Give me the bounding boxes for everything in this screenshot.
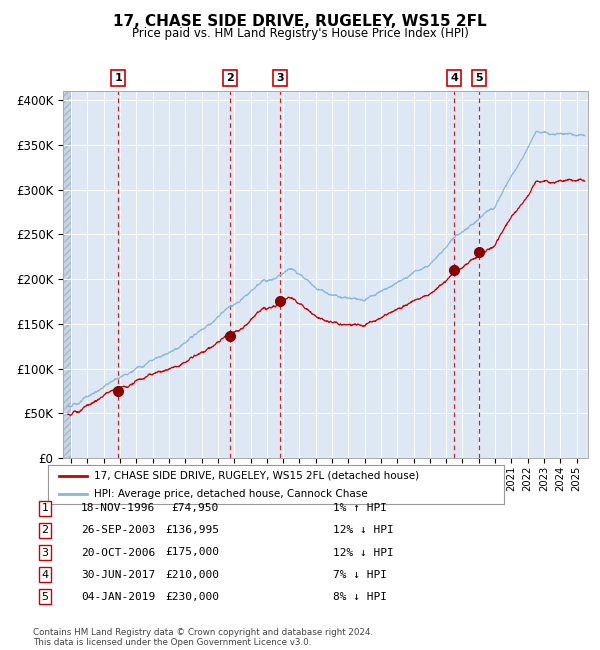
Text: £175,000: £175,000 <box>165 547 219 558</box>
Text: 18-NOV-1996: 18-NOV-1996 <box>81 503 155 514</box>
Text: £136,995: £136,995 <box>165 525 219 536</box>
Text: 1: 1 <box>115 73 122 83</box>
Text: 2: 2 <box>41 525 49 536</box>
Text: Contains HM Land Registry data © Crown copyright and database right 2024.
This d: Contains HM Land Registry data © Crown c… <box>33 628 373 647</box>
Text: Price paid vs. HM Land Registry's House Price Index (HPI): Price paid vs. HM Land Registry's House … <box>131 27 469 40</box>
Text: HPI: Average price, detached house, Cannock Chase: HPI: Average price, detached house, Cann… <box>94 489 367 499</box>
Bar <box>63 91 71 458</box>
Text: 1: 1 <box>41 503 49 514</box>
Text: 12% ↓ HPI: 12% ↓ HPI <box>333 547 394 558</box>
Text: £74,950: £74,950 <box>172 503 219 514</box>
Text: 2: 2 <box>226 73 234 83</box>
Text: 26-SEP-2003: 26-SEP-2003 <box>81 525 155 536</box>
Text: 5: 5 <box>475 73 483 83</box>
Text: 5: 5 <box>41 592 49 602</box>
Text: 17, CHASE SIDE DRIVE, RUGELEY, WS15 2FL: 17, CHASE SIDE DRIVE, RUGELEY, WS15 2FL <box>113 14 487 29</box>
Text: 12% ↓ HPI: 12% ↓ HPI <box>333 525 394 536</box>
Text: 8% ↓ HPI: 8% ↓ HPI <box>333 592 387 602</box>
Text: 4: 4 <box>41 569 49 580</box>
Text: 04-JAN-2019: 04-JAN-2019 <box>81 592 155 602</box>
Text: 4: 4 <box>451 73 458 83</box>
Bar <box>63 91 71 458</box>
Text: 3: 3 <box>276 73 284 83</box>
Text: 1% ↑ HPI: 1% ↑ HPI <box>333 503 387 514</box>
Text: 3: 3 <box>41 547 49 558</box>
Text: 30-JUN-2017: 30-JUN-2017 <box>81 569 155 580</box>
Text: 7% ↓ HPI: 7% ↓ HPI <box>333 569 387 580</box>
Text: 20-OCT-2006: 20-OCT-2006 <box>81 547 155 558</box>
Text: 17, CHASE SIDE DRIVE, RUGELEY, WS15 2FL (detached house): 17, CHASE SIDE DRIVE, RUGELEY, WS15 2FL … <box>94 471 419 480</box>
Text: £210,000: £210,000 <box>165 569 219 580</box>
Text: £230,000: £230,000 <box>165 592 219 602</box>
